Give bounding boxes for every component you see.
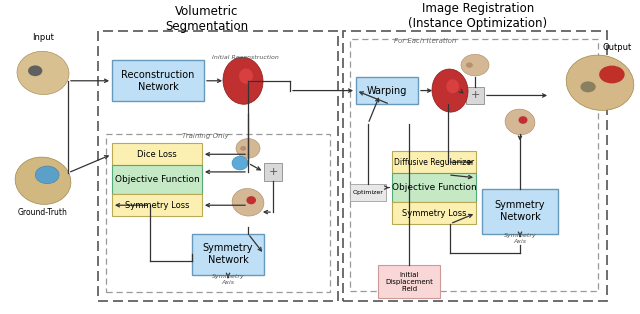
Bar (482, 189, 558, 234)
Ellipse shape (566, 55, 634, 110)
Ellipse shape (246, 196, 256, 204)
Text: Dice Loss: Dice Loss (137, 150, 177, 159)
Text: Input: Input (32, 33, 54, 42)
Bar (392, 173, 476, 202)
Ellipse shape (223, 57, 263, 104)
Ellipse shape (232, 156, 248, 170)
Bar (392, 151, 476, 173)
Bar (112, 60, 204, 101)
Bar (350, 39, 598, 291)
Bar (98, 31, 338, 301)
Ellipse shape (461, 54, 489, 76)
Ellipse shape (35, 166, 59, 184)
Text: Symmetry
Network: Symmetry Network (203, 243, 253, 265)
Text: Training Only: Training Only (182, 133, 228, 139)
Ellipse shape (15, 157, 71, 204)
Text: Reconstruction
Network: Reconstruction Network (122, 70, 195, 92)
Ellipse shape (29, 80, 58, 89)
Ellipse shape (29, 191, 57, 199)
Text: Diffusive Regularizer: Diffusive Regularizer (394, 158, 474, 167)
Ellipse shape (239, 68, 253, 84)
Bar (112, 143, 202, 165)
Ellipse shape (236, 138, 260, 158)
Bar (350, 184, 386, 201)
Text: Objective Function: Objective Function (115, 175, 200, 184)
Ellipse shape (232, 188, 264, 216)
Ellipse shape (17, 51, 69, 95)
Text: Optimizer: Optimizer (353, 190, 383, 195)
Text: Ground-Truth: Ground-Truth (18, 208, 68, 217)
Ellipse shape (599, 66, 625, 84)
Text: Initial
Displacement
Field: Initial Displacement Field (385, 272, 433, 292)
Ellipse shape (466, 62, 473, 68)
Ellipse shape (580, 81, 596, 92)
Bar (264, 163, 282, 181)
Bar (356, 77, 418, 104)
Bar (378, 265, 440, 298)
Text: Symmetry Loss: Symmetry Loss (402, 208, 467, 218)
Ellipse shape (432, 69, 468, 112)
Bar (192, 234, 264, 275)
Bar (343, 31, 607, 301)
Ellipse shape (518, 116, 527, 124)
Text: Symmetry Loss: Symmetry Loss (125, 201, 189, 210)
Text: +: + (470, 90, 480, 100)
Text: Volumetric
Segmentation: Volumetric Segmentation (165, 5, 248, 33)
Text: Symmetry
Axis: Symmetry Axis (212, 274, 244, 285)
Text: Warping: Warping (367, 86, 407, 95)
Ellipse shape (240, 146, 246, 151)
Bar (106, 134, 330, 292)
Text: Output: Output (602, 43, 632, 52)
Bar (392, 202, 476, 224)
Text: Symmetry
Network: Symmetry Network (495, 200, 545, 222)
Bar (112, 165, 202, 194)
Ellipse shape (505, 109, 535, 135)
Ellipse shape (28, 65, 42, 76)
Text: Initial Reconstruction: Initial Reconstruction (212, 55, 278, 60)
Bar (466, 87, 484, 104)
Text: For Each Iteration: For Each Iteration (394, 38, 456, 44)
Text: Objective Function: Objective Function (392, 183, 476, 192)
Bar (112, 194, 202, 216)
Text: +: + (268, 167, 278, 177)
Ellipse shape (447, 79, 459, 93)
Text: Symmetry
Axis: Symmetry Axis (504, 233, 536, 244)
Text: Image Registration
(Instance Optimization): Image Registration (Instance Optimizatio… (408, 2, 548, 30)
